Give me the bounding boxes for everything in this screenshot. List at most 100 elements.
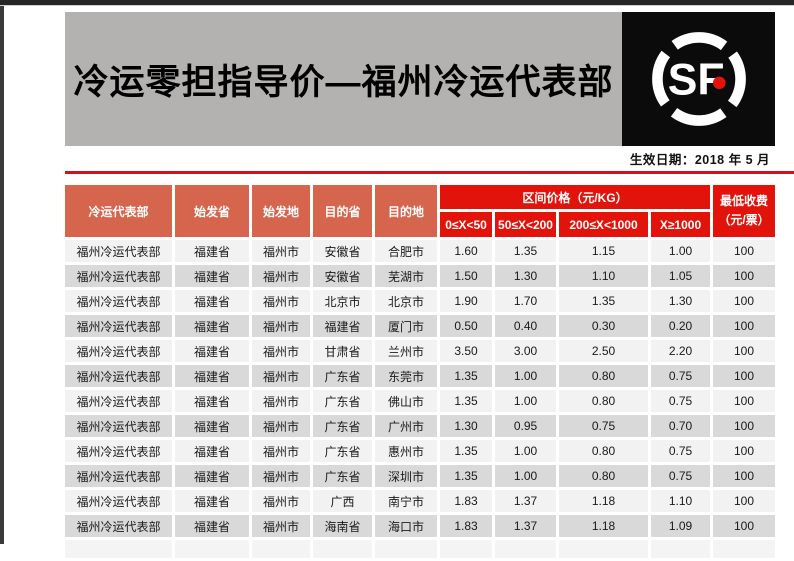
table-cell: 福州市 xyxy=(252,340,310,362)
table-cell: 广东省 xyxy=(313,440,372,462)
table-cell: 0.30 xyxy=(559,315,648,337)
table-cell: 1.00 xyxy=(651,240,710,262)
table-cell xyxy=(440,540,492,558)
price-tier-header-4: X≥1000 xyxy=(651,212,710,237)
table-cell: 0.75 xyxy=(651,440,710,462)
table-cell: 福建省 xyxy=(175,440,249,462)
logo-box: SF xyxy=(622,12,775,146)
table-cell: 100 xyxy=(713,365,775,387)
table-cell: 1.00 xyxy=(495,365,556,387)
table-cell: 3.50 xyxy=(440,340,492,362)
table-row: 福州冷运代表部 福建省 福州市 广西 南宁市 1.83 1.37 1.18 1.10 100 xyxy=(65,490,775,512)
table-cell: 福建省 xyxy=(175,240,249,262)
table-cell: 0.20 xyxy=(651,315,710,337)
table-cell: 福州冷运代表部 xyxy=(65,240,172,262)
table-cell: 福建省 xyxy=(175,390,249,412)
table-cell: 100 xyxy=(713,440,775,462)
table-cell: 1.50 xyxy=(440,265,492,287)
col-header-dest-province: 目的省 xyxy=(313,185,372,237)
table-cell: 福建省 xyxy=(175,490,249,512)
col-header-origin-city: 始发地 xyxy=(252,185,310,237)
table-cell: 1.05 xyxy=(651,265,710,287)
table-cell: 0.80 xyxy=(559,390,648,412)
table-cell: 1.00 xyxy=(495,440,556,462)
table-cell: 福州冷运代表部 xyxy=(65,340,172,362)
table-cell: 广东省 xyxy=(313,390,372,412)
table-cell: 福建省 xyxy=(175,515,249,537)
table-cell: 1.30 xyxy=(495,265,556,287)
table-cell: 1.10 xyxy=(559,265,648,287)
table-cell: 兰州市 xyxy=(375,340,437,362)
table-cell: 福建省 xyxy=(175,315,249,337)
table-cell: 南宁市 xyxy=(375,490,437,512)
table-cell: 福州市 xyxy=(252,315,310,337)
col-header-dest-city: 目的地 xyxy=(375,185,437,237)
table-cell: 1.35 xyxy=(559,290,648,312)
page-title: 冷运零担指导价—福州冷运代表部 xyxy=(73,62,614,102)
table-cell: 福建省 xyxy=(313,315,372,337)
table-cell: 广州市 xyxy=(375,415,437,437)
table-cell: 福州冷运代表部 xyxy=(65,265,172,287)
table-cell: 广东省 xyxy=(313,465,372,487)
table-cell: 安徽省 xyxy=(313,265,372,287)
table-cell: 2.50 xyxy=(559,340,648,362)
window-top-bar xyxy=(0,0,794,6)
table-cell: 福州市 xyxy=(252,265,310,287)
table-cell xyxy=(375,540,437,558)
table-row: 福州冷运代表部 福建省 福州市 甘肃省 兰州市 3.50 3.00 2.50 2.20 100 xyxy=(65,340,775,362)
table-cell: 深圳市 xyxy=(375,465,437,487)
col-header-origin-province: 始发省 xyxy=(175,185,249,237)
table-cell: 2.20 xyxy=(651,340,710,362)
min-charge-line2: （元/票） xyxy=(718,213,770,227)
table-cell: 福州冷运代表部 xyxy=(65,365,172,387)
table-cell: 合肥市 xyxy=(375,240,437,262)
table-cell: 100 xyxy=(713,415,775,437)
table-cell: 3.00 xyxy=(495,340,556,362)
table-row: 福州冷运代表部 福建省 福州市 广东省 东莞市 1.35 1.00 0.80 0.75 100 xyxy=(65,365,775,387)
table-cell: 0.70 xyxy=(651,415,710,437)
table-cell: 0.40 xyxy=(495,315,556,337)
table-cell: 广东省 xyxy=(313,365,372,387)
min-charge-line1: 最低收费 xyxy=(719,194,768,209)
table-cell: 北京市 xyxy=(375,290,437,312)
table-cell: 1.18 xyxy=(559,490,648,512)
table-cell: 1.83 xyxy=(440,515,492,537)
table-cell: 福建省 xyxy=(175,290,249,312)
table-cell: 0.95 xyxy=(495,415,556,437)
table-body: 福州冷运代表部 福建省 福州市 安徽省 合肥市 1.60 1.35 1.15 1.00 100 福州… xyxy=(65,240,775,558)
table-cell: 1.09 xyxy=(651,515,710,537)
table-row: 福州冷运代表部 福建省 福州市 北京市 北京市 1.90 1.70 1.35 1.30 100 xyxy=(65,290,775,312)
table-cell xyxy=(495,540,556,558)
table-cell: 福建省 xyxy=(175,265,249,287)
table-cell: 100 xyxy=(713,290,775,312)
table-cell: 1.35 xyxy=(440,465,492,487)
table-cell: 1.10 xyxy=(651,490,710,512)
table-cell: 芜湖市 xyxy=(375,265,437,287)
table-cell: 福州市 xyxy=(252,515,310,537)
table-cell: 1.83 xyxy=(440,490,492,512)
table-cell: 100 xyxy=(713,315,775,337)
table-cell: 福建省 xyxy=(175,465,249,487)
table-cell: 1.00 xyxy=(495,465,556,487)
table-cell: 100 xyxy=(713,465,775,487)
sf-express-logo-icon: SF xyxy=(640,21,757,137)
table-cell: 1.60 xyxy=(440,240,492,262)
table-cell: 海口市 xyxy=(375,515,437,537)
table-cell: 福建省 xyxy=(175,415,249,437)
table-cell: 100 xyxy=(713,340,775,362)
table-row: 福州冷运代表部 福建省 福州市 安徽省 芜湖市 1.50 1.30 1.10 1.05 100 xyxy=(65,265,775,287)
price-tier-header-1: 0≤X<50 xyxy=(440,212,492,237)
table-cell: 广西 xyxy=(313,490,372,512)
table-cell: 0.75 xyxy=(651,465,710,487)
table-cell: 海南省 xyxy=(313,515,372,537)
table-cell xyxy=(65,540,172,558)
table-cell: 1.35 xyxy=(440,390,492,412)
table-row: 福州冷运代表部 福建省 福州市 海南省 海口市 1.83 1.37 1.18 1.09 100 xyxy=(65,515,775,537)
table-cell: 100 xyxy=(713,265,775,287)
table-cell: 福州冷运代表部 xyxy=(65,440,172,462)
table-cell: 0.80 xyxy=(559,365,648,387)
price-table: 冷运代表部 始发省 始发地 目的省 目的地 区间价格（元/KG） 最低收费 （元… xyxy=(62,182,778,561)
table-row: 福州冷运代表部 福建省 福州市 广东省 深圳市 1.35 1.00 0.80 0.75 100 xyxy=(65,465,775,487)
table-cell: 0.75 xyxy=(651,365,710,387)
table-cell xyxy=(651,540,710,558)
